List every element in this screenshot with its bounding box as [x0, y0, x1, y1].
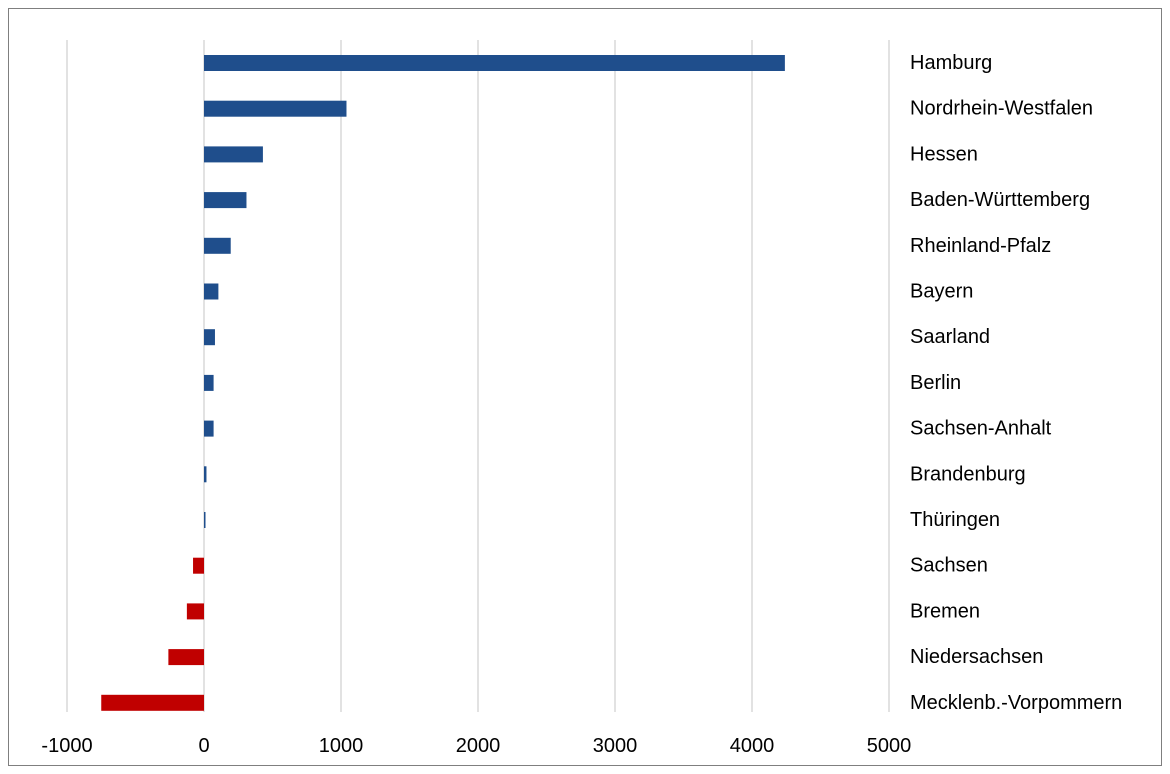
bar-berlin: [204, 374, 214, 391]
x-tick-label: 2000: [456, 735, 501, 757]
bar-niedersachsen: [168, 649, 204, 666]
x-tick-label: 5000: [867, 735, 912, 757]
category-label: Saarland: [910, 326, 990, 348]
category-label: Niedersachsen: [910, 646, 1043, 668]
bar-bremen: [186, 603, 204, 620]
x-tick-label: -1000: [41, 735, 92, 757]
bar-baden-württemberg: [204, 192, 247, 209]
category-label: Sachsen-Anhalt: [910, 418, 1052, 440]
chart-frame: [8, 8, 1162, 766]
bar-rheinland-pfalz: [204, 237, 231, 254]
category-label: Sachsen: [910, 555, 988, 577]
bar-bayern: [204, 283, 219, 300]
x-tick-label: 1000: [319, 735, 364, 757]
bar-mecklenb-vorpommern: [101, 694, 204, 711]
bar-thüringen: [204, 512, 206, 528]
x-axis-tick-labels: -1000 0 1000 2000 3000 4000 5000: [41, 735, 911, 757]
category-label: Thüringen: [910, 509, 1000, 531]
category-label: Brandenburg: [910, 463, 1026, 485]
category-label: Hamburg: [910, 52, 992, 74]
category-label: Bayern: [910, 281, 973, 303]
category-labels: Hamburg Nordrhein-Westfalen Hessen Baden-Wü…: [910, 52, 1122, 714]
category-label: Mecklenb.-Vorpommern: [910, 692, 1122, 714]
category-label: Nordrhein-Westfalen: [910, 98, 1093, 120]
x-tick-label: 3000: [593, 735, 638, 757]
bar-sachsen: [193, 557, 204, 574]
bar-sachsen-anhalt: [204, 420, 214, 437]
bar-saarland: [204, 329, 215, 346]
bar-hamburg: [204, 55, 785, 71]
category-label: Rheinland-Pfalz: [910, 235, 1051, 257]
x-tick-label: 0: [198, 735, 209, 757]
x-tick-label: 4000: [730, 735, 775, 757]
bar-nordrhein-westfalen: [204, 100, 347, 117]
category-label: Bremen: [910, 600, 980, 622]
bar-hessen: [204, 146, 263, 163]
category-label: Baden-Württemberg: [910, 189, 1090, 211]
bars: [101, 55, 785, 711]
category-label: Hessen: [910, 143, 978, 165]
bar-brandenburg: [204, 466, 207, 483]
category-label: Berlin: [910, 372, 961, 394]
